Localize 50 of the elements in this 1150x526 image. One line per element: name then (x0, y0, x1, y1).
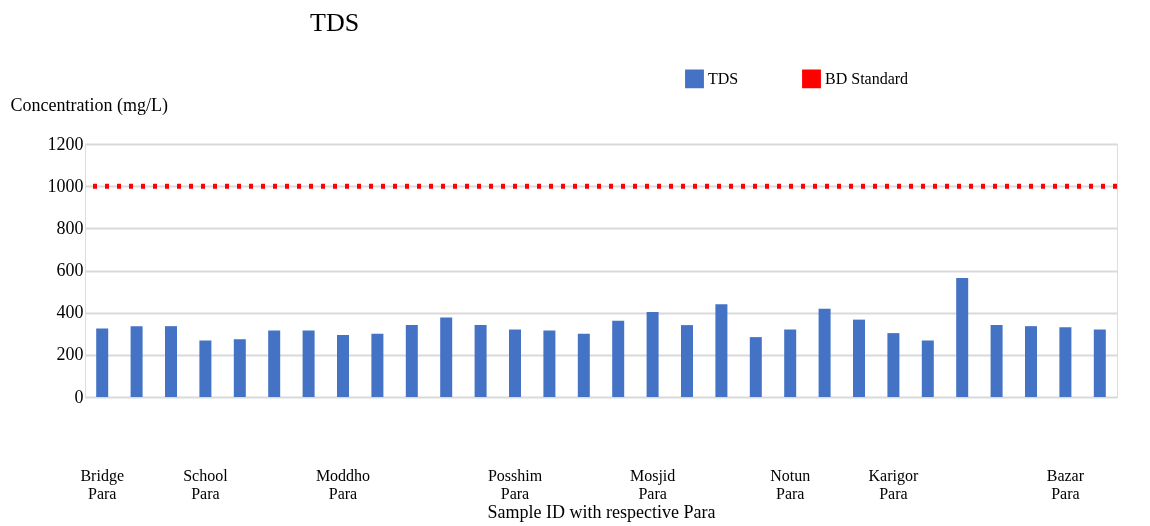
y-tick-label: 800 (56, 217, 84, 238)
x-axis-title: Sample ID with respective Para (487, 501, 716, 522)
bar (612, 320, 625, 397)
bar (749, 337, 762, 397)
bar (1059, 327, 1072, 397)
legend-label: TDS (708, 69, 739, 87)
bar (337, 335, 349, 397)
x-tick-label: Bridge Para (80, 466, 124, 502)
bar (853, 319, 865, 397)
bar (233, 339, 246, 397)
bar (474, 325, 487, 397)
y-tick-label: 1000 (47, 175, 84, 196)
bar (921, 340, 934, 397)
bar (818, 308, 831, 397)
x-tick-label: Karigor Para (868, 466, 919, 502)
y-tick-label: 0 (74, 386, 84, 407)
bar (199, 340, 212, 397)
bar (268, 330, 281, 397)
bar (956, 278, 969, 397)
bar (887, 333, 900, 397)
y-tick-label: 600 (56, 260, 84, 280)
bar (371, 333, 384, 397)
y-tick-label: 400 (56, 302, 84, 323)
bar (543, 330, 556, 397)
x-tick-label: Moddho Para (315, 466, 371, 502)
bar (405, 325, 418, 397)
x-tick-label: School Para (183, 466, 229, 502)
y-axis-title: Concentration (mg/L) (10, 94, 168, 116)
bar (990, 325, 1003, 397)
chart-title: TDS (310, 8, 360, 37)
x-tick-label: Mosjid Para (629, 466, 676, 502)
bar (440, 317, 453, 397)
y-tick-label: 1200 (47, 133, 84, 154)
bar (130, 326, 143, 397)
x-tick-label: Bazar Para (1046, 466, 1085, 502)
bar (577, 333, 590, 397)
bar (681, 325, 693, 397)
bar (784, 329, 797, 397)
bar (646, 312, 659, 397)
bar (509, 329, 521, 397)
bar (1025, 326, 1037, 397)
x-tick-label: Notun Para (770, 466, 811, 502)
bar (1093, 329, 1106, 397)
bar (715, 304, 728, 397)
x-tick-label: Posshim Para (487, 466, 543, 502)
legend-label: BD Standard (825, 69, 909, 87)
bar (165, 326, 177, 397)
bar (302, 330, 315, 397)
bar (96, 328, 109, 397)
y-tick-label: 200 (56, 344, 84, 365)
